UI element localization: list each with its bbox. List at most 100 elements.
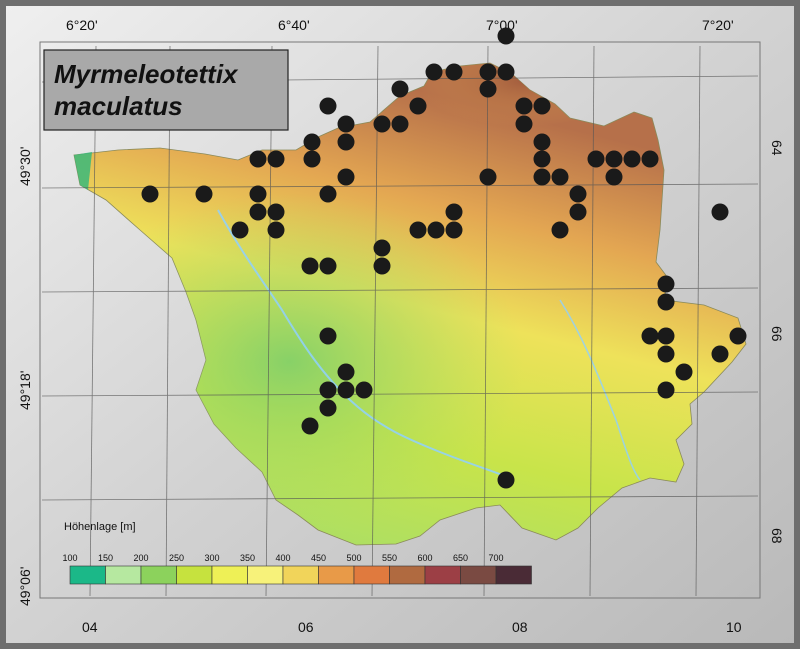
top-label-lon-2: 6°40' bbox=[278, 17, 310, 33]
occurrence-dot bbox=[319, 381, 337, 399]
top-label-lon-4: 7°20' bbox=[702, 17, 734, 33]
river-blies bbox=[559, 299, 641, 481]
legend-tick-label: 500 bbox=[346, 553, 361, 563]
occurrence-dot bbox=[303, 133, 321, 151]
title-box: Myrmeleotettix maculatus bbox=[43, 49, 289, 131]
occurrence-dot bbox=[569, 203, 587, 221]
legend-swatch bbox=[460, 565, 497, 585]
occurrence-dot bbox=[605, 168, 623, 186]
occurrence-dot bbox=[141, 185, 159, 203]
occurrence-dot bbox=[657, 381, 675, 399]
legend-tick-label: 600 bbox=[417, 553, 432, 563]
occurrence-dot bbox=[355, 381, 373, 399]
legend-tick-label: 350 bbox=[240, 553, 255, 563]
occurrence-dot bbox=[267, 203, 285, 221]
occurrence-dot bbox=[587, 150, 605, 168]
occurrence-dot bbox=[337, 363, 355, 381]
occurrence-dot bbox=[249, 150, 267, 168]
legend-tick-label: 200 bbox=[133, 553, 148, 563]
legend-tick-label: 700 bbox=[488, 553, 503, 563]
legend-tick-label: 150 bbox=[98, 553, 113, 563]
bottom-label-1: 04 bbox=[82, 619, 98, 635]
right-label-3: 68 bbox=[769, 528, 785, 544]
legend-swatch bbox=[389, 565, 426, 585]
legend-tick-labels: 100 150 200 250 300 350 400 450 500 550 600 650 700 bbox=[62, 553, 503, 563]
occurrence-dot bbox=[319, 257, 337, 275]
legend-tick-label: 100 bbox=[62, 553, 77, 563]
occurrence-dot bbox=[391, 115, 409, 133]
legend-tick-label: 400 bbox=[275, 553, 290, 563]
occurrence-dot bbox=[249, 203, 267, 221]
occurrence-dot bbox=[479, 63, 497, 81]
occurrence-dot bbox=[497, 27, 515, 45]
occurrence-dot bbox=[319, 399, 337, 417]
occurrence-dot bbox=[267, 221, 285, 239]
occurrence-dot bbox=[231, 221, 249, 239]
occurrence-dot bbox=[337, 168, 355, 186]
occurrence-dot bbox=[641, 150, 659, 168]
bottom-label-2: 06 bbox=[298, 619, 314, 635]
occurrence-dot bbox=[657, 327, 675, 345]
occurrence-dot bbox=[533, 150, 551, 168]
occurrence-dot bbox=[533, 168, 551, 186]
occurrence-dot bbox=[337, 381, 355, 399]
occurrence-dot bbox=[533, 97, 551, 115]
left-label-lat-2: 49°18' bbox=[17, 371, 33, 410]
legend-tick-label: 450 bbox=[311, 553, 326, 563]
occurrence-dot bbox=[623, 150, 641, 168]
occurrence-dot bbox=[657, 275, 675, 293]
occurrence-dot bbox=[195, 185, 213, 203]
occurrence-dot bbox=[515, 115, 533, 133]
legend-swatches bbox=[69, 565, 532, 585]
occurrence-dot bbox=[409, 221, 427, 239]
legend-swatch bbox=[495, 565, 532, 585]
occurrence-dot bbox=[319, 327, 337, 345]
legend-tick-label: 650 bbox=[453, 553, 468, 563]
occurrence-dot bbox=[479, 80, 497, 98]
occurrence-dot bbox=[445, 203, 463, 221]
left-label-lat-1: 49°30' bbox=[17, 147, 33, 186]
species-epithet: maculatus bbox=[54, 91, 183, 121]
occurrence-dot bbox=[337, 133, 355, 151]
occurrence-dot bbox=[497, 63, 515, 81]
occurrence-dot bbox=[267, 150, 285, 168]
left-label-lat-3: 49°06' bbox=[17, 567, 33, 606]
legend-tick-label: 300 bbox=[204, 553, 219, 563]
occurrence-dot bbox=[657, 293, 675, 311]
bottom-label-4: 10 bbox=[726, 619, 742, 635]
legend-tick-label: 550 bbox=[382, 553, 397, 563]
legend-swatch bbox=[69, 565, 106, 585]
occurrence-dot bbox=[425, 63, 443, 81]
occurrence-dot bbox=[551, 168, 569, 186]
occurrence-dot bbox=[301, 417, 319, 435]
occurrence-dot bbox=[373, 115, 391, 133]
occurrence-dot bbox=[515, 97, 533, 115]
legend-swatch bbox=[318, 565, 355, 585]
legend-swatch bbox=[176, 565, 213, 585]
occurrence-dot bbox=[427, 221, 445, 239]
occurrence-dots bbox=[141, 27, 747, 489]
occurrence-dot bbox=[657, 345, 675, 363]
legend-swatch bbox=[105, 565, 142, 585]
legend-swatch bbox=[282, 565, 319, 585]
legend-swatch bbox=[424, 565, 461, 585]
occurrence-dot bbox=[337, 115, 355, 133]
occurrence-dot bbox=[533, 133, 551, 151]
occurrence-dot bbox=[569, 185, 587, 203]
occurrence-dot bbox=[729, 327, 747, 345]
species-genus: Myrmeleotettix bbox=[54, 59, 239, 89]
legend-swatch bbox=[211, 565, 248, 585]
occurrence-dot bbox=[445, 221, 463, 239]
legend-swatch bbox=[140, 565, 177, 585]
occurrence-dot bbox=[641, 327, 659, 345]
occurrence-dot bbox=[319, 97, 337, 115]
river-saar bbox=[217, 209, 511, 479]
occurrence-dot bbox=[479, 168, 497, 186]
occurrence-dot bbox=[319, 185, 337, 203]
occurrence-dot bbox=[445, 63, 463, 81]
legend-swatch bbox=[353, 565, 390, 585]
occurrence-dot bbox=[675, 363, 693, 381]
occurrence-dot bbox=[497, 471, 515, 489]
map-border bbox=[39, 41, 761, 599]
